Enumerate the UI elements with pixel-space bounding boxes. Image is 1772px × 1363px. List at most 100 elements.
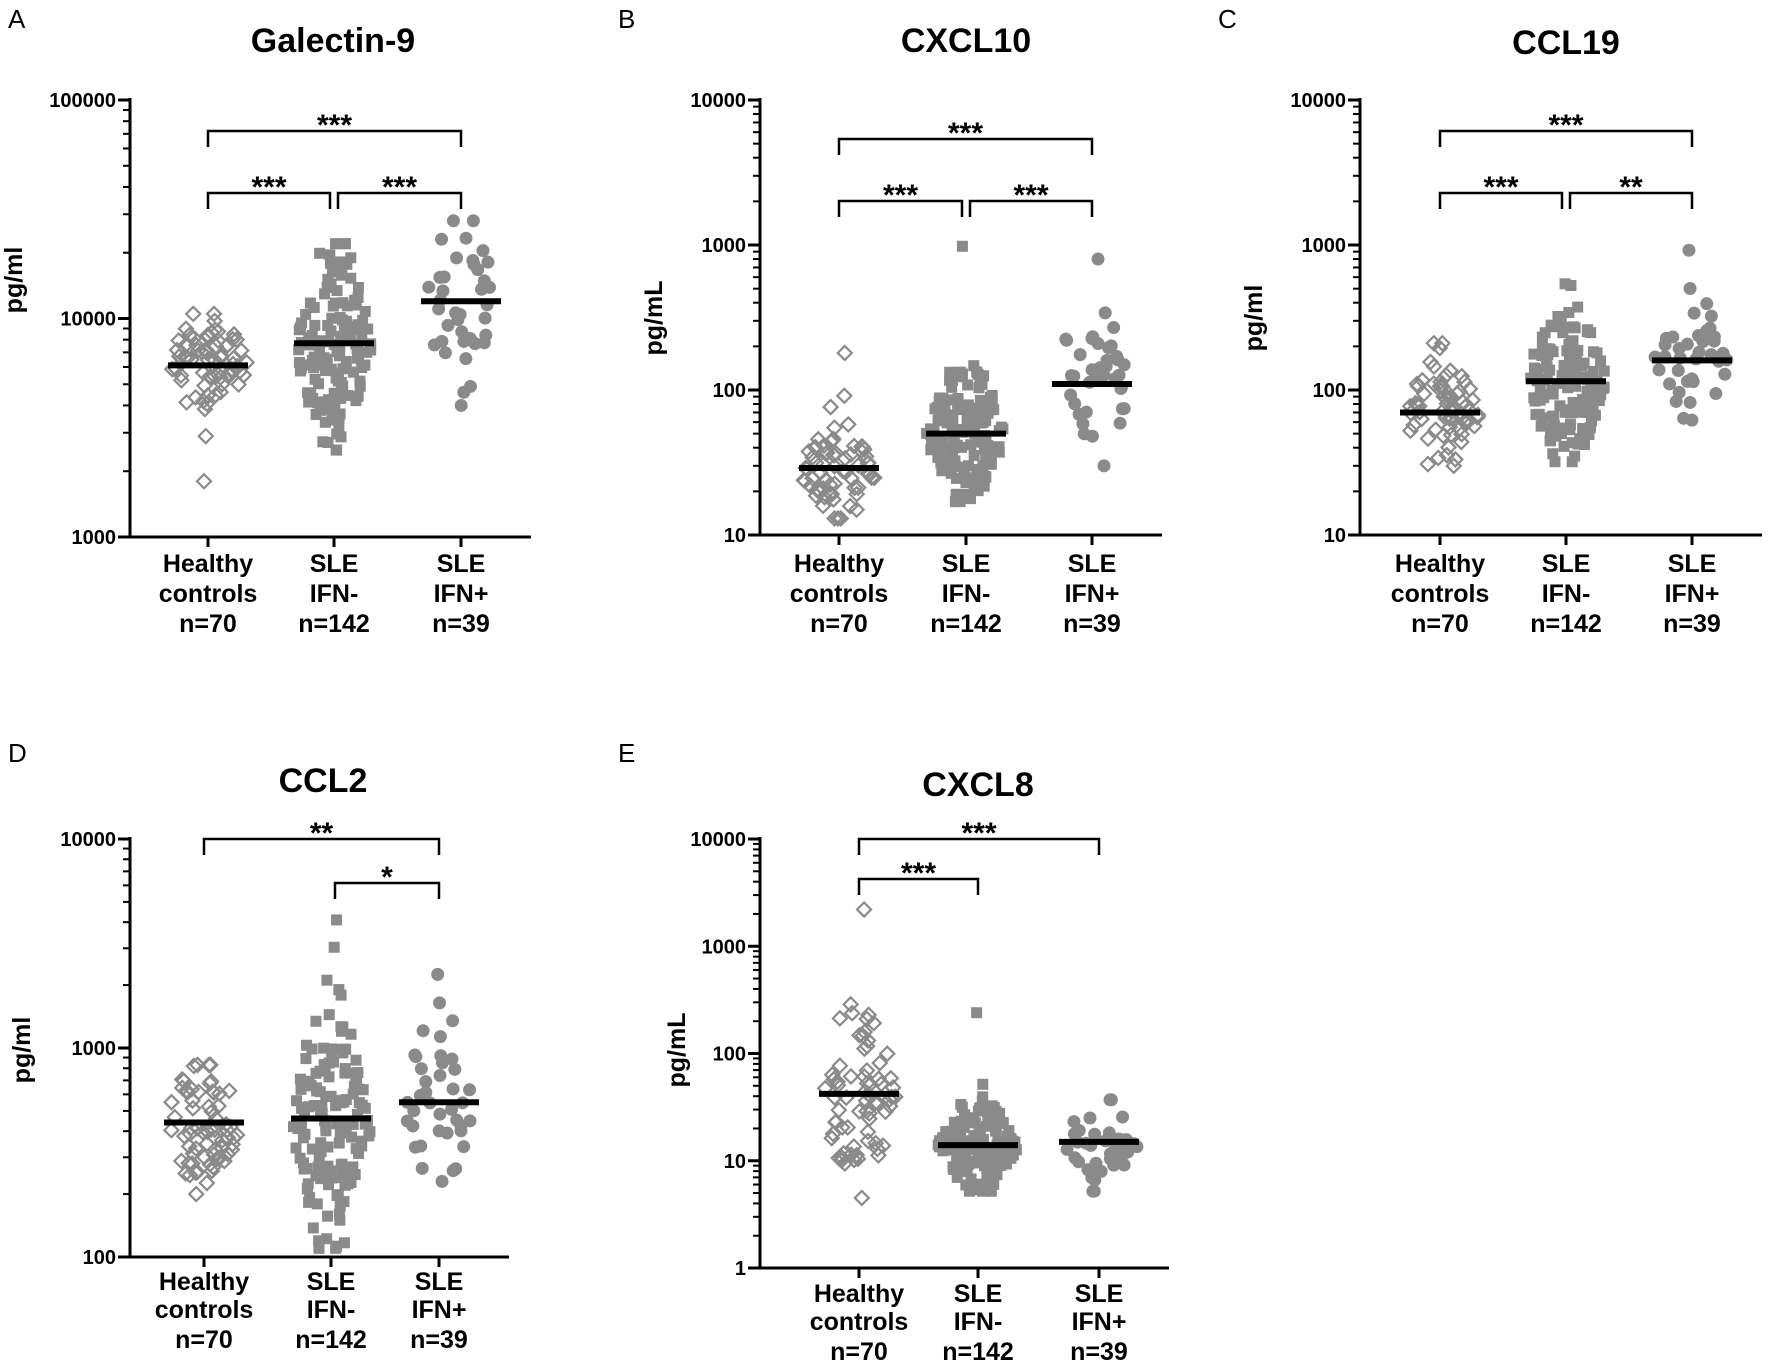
data-point — [478, 311, 492, 325]
y-axis-label: pg/mL — [663, 1013, 691, 1088]
data-point — [990, 1125, 1002, 1137]
y-tick-label: 100 — [83, 1247, 116, 1269]
data-point — [1561, 345, 1573, 357]
data-point — [949, 496, 961, 508]
data-point — [225, 325, 243, 343]
data-point — [972, 409, 984, 421]
data-point — [181, 1125, 199, 1143]
data-point — [1091, 252, 1105, 266]
data-point — [435, 334, 449, 348]
data-point — [978, 370, 990, 382]
data-point — [345, 252, 357, 264]
data-point — [433, 996, 447, 1010]
data-point — [317, 403, 329, 415]
data-point — [297, 1132, 309, 1144]
data-point — [441, 318, 455, 332]
data-point — [342, 390, 354, 402]
data-point — [1419, 430, 1437, 448]
data-point — [933, 411, 945, 423]
data-point — [293, 324, 305, 336]
data-point — [1461, 380, 1479, 398]
significance-bracket — [202, 837, 441, 855]
data-point — [433, 270, 447, 284]
data-point — [457, 334, 471, 348]
y-tick-label: 1 — [735, 1258, 746, 1280]
data-point — [965, 1173, 977, 1185]
data-point — [1531, 369, 1543, 381]
data-point — [199, 326, 217, 344]
data-point — [202, 1072, 220, 1090]
data-point — [335, 1172, 347, 1184]
data-point — [845, 1151, 863, 1169]
data-point — [1572, 301, 1584, 313]
data-point — [347, 366, 359, 378]
data-point — [339, 1179, 351, 1191]
data-point — [1446, 450, 1464, 468]
data-point — [975, 1178, 987, 1190]
data-point — [197, 343, 215, 361]
data-point — [290, 1142, 302, 1154]
data-point — [476, 244, 490, 258]
data-point — [353, 351, 365, 363]
data-point — [1683, 282, 1697, 296]
data-point — [319, 365, 331, 377]
data-point — [326, 266, 338, 278]
data-point — [198, 1174, 216, 1192]
data-point — [352, 1067, 364, 1079]
data-point — [211, 368, 229, 387]
data-point — [1102, 341, 1116, 355]
data-point — [1415, 385, 1433, 403]
data-point — [1433, 334, 1451, 352]
data-point — [301, 1183, 313, 1195]
data-point — [1088, 1127, 1102, 1141]
data-point — [479, 328, 493, 342]
data-point — [925, 438, 937, 450]
data-point — [318, 1059, 330, 1071]
y-axis-label: pg/ml — [1240, 285, 1268, 352]
data-point — [359, 305, 371, 317]
data-point — [939, 399, 951, 411]
data-point — [982, 407, 994, 419]
data-point — [320, 1121, 332, 1133]
data-point — [312, 397, 324, 409]
data-point — [190, 1083, 208, 1101]
data-point — [305, 1080, 317, 1092]
data-point — [1460, 411, 1478, 430]
data-point — [451, 313, 465, 327]
data-point — [1709, 387, 1723, 401]
data-point — [195, 472, 213, 490]
data-point — [977, 1104, 989, 1116]
chart-title: CCL19 — [1512, 24, 1620, 62]
data-point — [313, 378, 325, 390]
data-point — [1439, 438, 1458, 456]
data-point — [323, 1009, 335, 1021]
significance-bracket — [968, 199, 1094, 217]
x-category-label: n=70 — [175, 1326, 233, 1354]
x-category-label: IFN+ — [1072, 1308, 1127, 1336]
data-point — [336, 1043, 348, 1055]
data-point — [878, 1045, 896, 1063]
y-tick-label: 10 — [724, 1151, 746, 1173]
significance-bracket — [857, 837, 1101, 855]
data-point — [1103, 1152, 1117, 1166]
data-point — [843, 1004, 861, 1022]
x-category-label: IFN+ — [1065, 580, 1120, 608]
data-point — [446, 1014, 460, 1028]
data-point — [180, 326, 198, 344]
data-point — [481, 255, 495, 269]
data-point — [306, 1043, 318, 1055]
data-point — [1564, 419, 1576, 431]
data-point — [353, 1147, 365, 1159]
data-point — [876, 1103, 895, 1121]
data-point — [800, 442, 818, 461]
significance-bracket — [336, 191, 463, 209]
data-point — [445, 1102, 459, 1116]
data-point — [322, 1141, 334, 1153]
data-point — [1570, 380, 1582, 392]
significance-label: *** — [901, 857, 936, 890]
data-point — [334, 1200, 346, 1212]
data-point — [352, 340, 364, 352]
data-point — [432, 1124, 446, 1138]
data-point — [335, 1021, 347, 1033]
data-point — [1585, 383, 1597, 395]
